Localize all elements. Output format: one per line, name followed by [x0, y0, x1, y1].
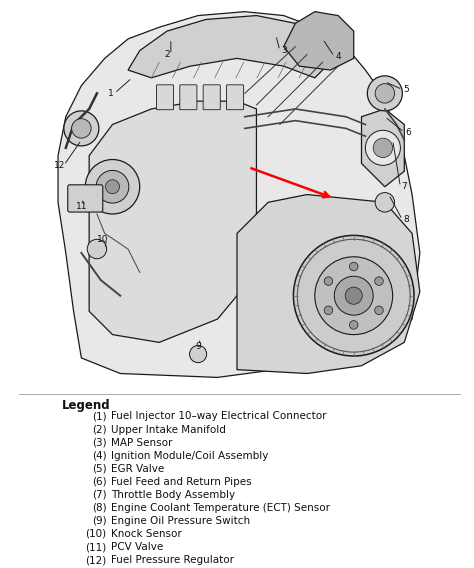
Circle shape	[375, 277, 383, 285]
Text: 3: 3	[281, 46, 287, 55]
Text: 8: 8	[403, 215, 409, 224]
Text: (6): (6)	[92, 477, 107, 487]
Text: (11): (11)	[85, 542, 107, 552]
Text: EGR Valve: EGR Valve	[111, 463, 164, 474]
Circle shape	[375, 193, 394, 212]
Text: 10: 10	[97, 235, 109, 244]
Text: Engine Coolant Temperature (ECT) Sensor: Engine Coolant Temperature (ECT) Sensor	[111, 503, 330, 513]
Text: 4: 4	[335, 52, 341, 61]
Text: Knock Sensor: Knock Sensor	[111, 529, 182, 539]
Polygon shape	[58, 12, 420, 377]
Text: (5): (5)	[92, 463, 107, 474]
Text: (12): (12)	[85, 555, 107, 565]
Text: 1: 1	[108, 89, 113, 98]
Text: (4): (4)	[92, 450, 107, 461]
Circle shape	[375, 83, 394, 103]
Text: 9: 9	[195, 342, 201, 351]
Polygon shape	[89, 101, 256, 343]
Text: (3): (3)	[92, 437, 107, 448]
Circle shape	[96, 170, 129, 203]
Text: Legend: Legend	[62, 399, 110, 412]
Circle shape	[365, 130, 401, 165]
Text: Engine Oil Pressure Switch: Engine Oil Pressure Switch	[111, 516, 251, 526]
Circle shape	[375, 306, 383, 315]
Circle shape	[315, 257, 392, 335]
Polygon shape	[284, 12, 354, 70]
Text: Ignition Module/Coil Assembly: Ignition Module/Coil Assembly	[111, 450, 269, 461]
Circle shape	[349, 262, 358, 271]
Text: (7): (7)	[92, 490, 107, 500]
FancyBboxPatch shape	[180, 85, 197, 110]
Text: Fuel Injector 10–way Electrical Connector: Fuel Injector 10–way Electrical Connecto…	[111, 411, 327, 421]
Text: Throttle Body Assembly: Throttle Body Assembly	[111, 490, 236, 500]
Text: MAP Sensor: MAP Sensor	[111, 437, 173, 448]
Text: (1): (1)	[92, 411, 107, 421]
Text: 12: 12	[55, 161, 66, 170]
Circle shape	[64, 111, 99, 146]
Circle shape	[367, 76, 402, 111]
Polygon shape	[237, 194, 420, 374]
FancyBboxPatch shape	[203, 85, 220, 110]
Text: 11: 11	[76, 202, 87, 211]
Circle shape	[324, 306, 333, 315]
Text: (8): (8)	[92, 503, 107, 513]
Text: (2): (2)	[92, 424, 107, 435]
Circle shape	[106, 179, 119, 194]
Circle shape	[72, 119, 91, 138]
FancyBboxPatch shape	[156, 85, 173, 110]
Text: 2: 2	[164, 50, 170, 59]
Circle shape	[293, 235, 414, 356]
FancyBboxPatch shape	[227, 85, 244, 110]
Text: 7: 7	[401, 182, 407, 191]
Text: Upper Intake Manifold: Upper Intake Manifold	[111, 424, 226, 435]
Text: 6: 6	[405, 128, 411, 137]
FancyBboxPatch shape	[68, 185, 103, 212]
Circle shape	[85, 160, 140, 214]
Text: Fuel Feed and Return Pipes: Fuel Feed and Return Pipes	[111, 477, 252, 487]
Circle shape	[373, 138, 392, 157]
Text: Fuel Pressure Regulator: Fuel Pressure Regulator	[111, 555, 234, 565]
Polygon shape	[362, 109, 404, 187]
Text: PCV Valve: PCV Valve	[111, 542, 164, 552]
Text: (9): (9)	[92, 516, 107, 526]
Text: 5: 5	[403, 85, 409, 94]
Circle shape	[324, 277, 333, 285]
Circle shape	[334, 276, 373, 315]
Circle shape	[87, 239, 107, 259]
Circle shape	[345, 287, 362, 304]
Text: (10): (10)	[85, 529, 107, 539]
Circle shape	[190, 345, 207, 362]
Circle shape	[349, 320, 358, 329]
Polygon shape	[128, 15, 330, 78]
